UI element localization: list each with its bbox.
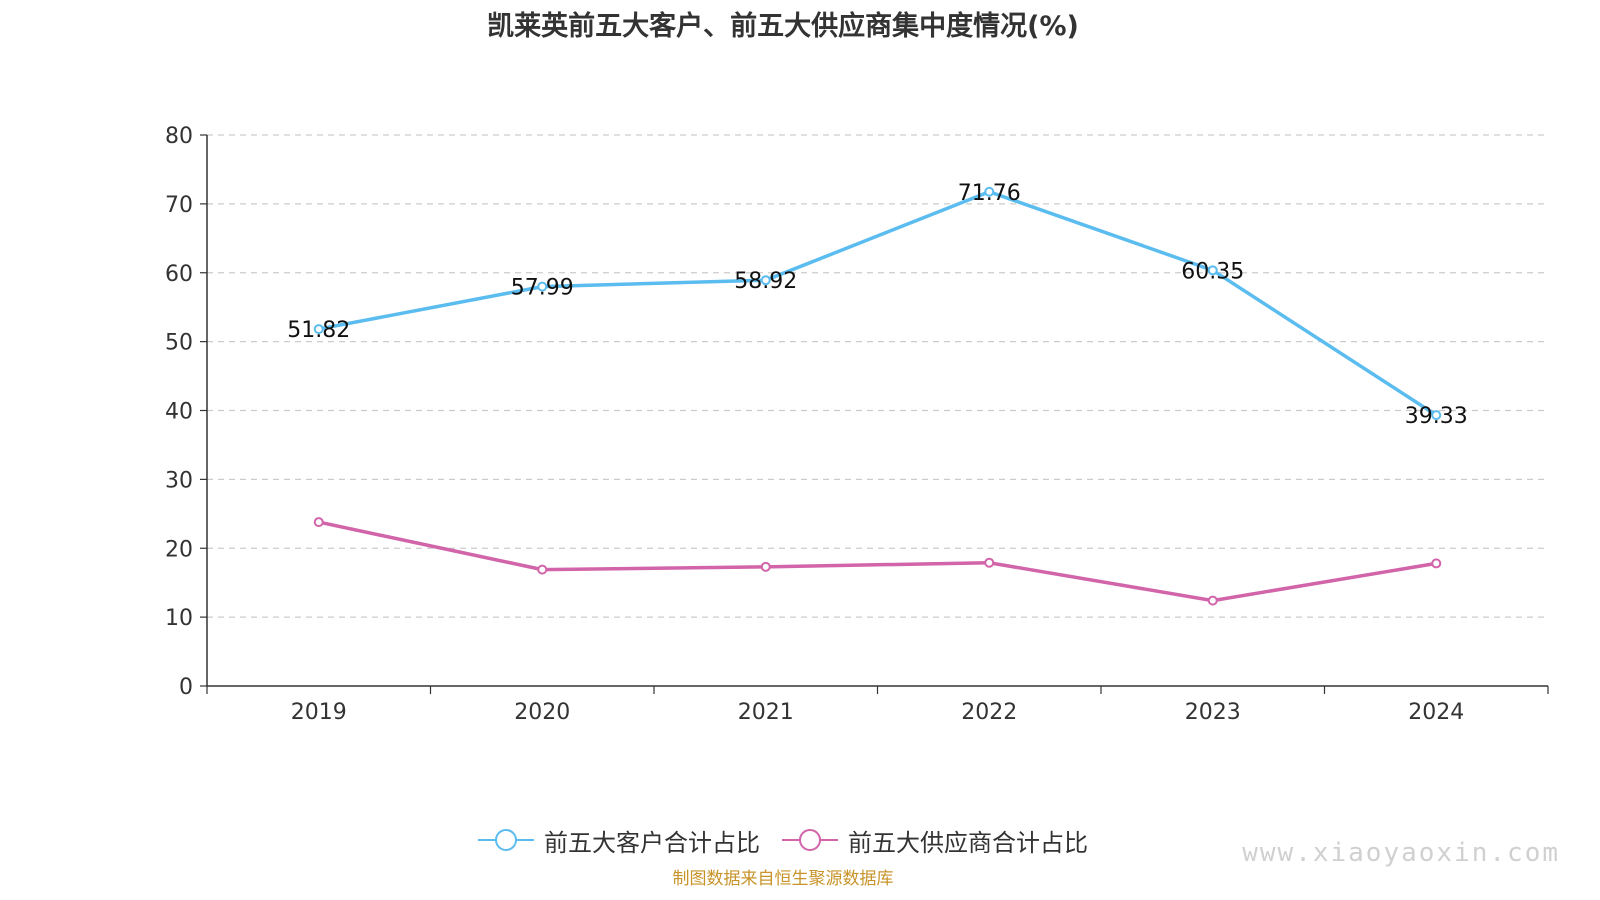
x-tick-label: 2021 [738,700,794,725]
data-label: 57.99 [511,276,574,301]
data-label: 60.35 [1181,259,1244,284]
data-point [313,517,324,528]
x-tick-label: 2024 [1408,700,1464,725]
legend: 前五大客户合计占比 前五大供应商合计占比 [0,820,1583,860]
data-point [984,186,995,197]
data-point [537,281,548,292]
data-point [1431,410,1442,421]
y-tick-label: 40 [165,400,193,425]
data-point [537,564,548,575]
y-tick-label: 80 [165,124,193,149]
y-tick-label: 50 [165,331,193,356]
x-tick-label: 2019 [291,700,347,725]
axes: 0 10 20 30 40 50 60 70 80 2019 2020 2021 2022 2023 202… [165,124,1549,725]
x-tick-label: 2020 [514,700,570,725]
y-tick-label: 20 [165,537,193,562]
source-note: 制图数据来自恒生聚源数据库 [672,869,894,889]
data-point [1207,595,1218,606]
x-tick-label: 2022 [961,700,1017,725]
data-label: 39.33 [1405,404,1468,429]
data-labels: 51.82 57.99 58.92 71.76 60.35 39.33 [287,181,1467,429]
series [313,186,1442,606]
y-tick-label: 70 [165,193,193,218]
data-point [760,561,771,572]
data-label: 51.82 [287,318,350,343]
x-tick-label: 2023 [1185,700,1241,725]
data-point [760,275,771,286]
series-line-1 [318,520,1437,603]
series-line-0 [318,190,1438,417]
data-point [1431,558,1442,569]
legend-item-customers[interactable]: 前五大客户合计占比 [478,823,760,858]
y-tick-label: 30 [165,468,193,493]
watermark: www.xiaoyaoxin.com [1242,838,1560,868]
legend-suppliers-label: 前五大供应商合计占比 [848,828,1088,857]
y-tick-label: 0 [179,675,193,700]
legend-suppliers-icon [782,829,838,851]
data-point [313,324,324,335]
data-label: 71.76 [958,181,1021,206]
grid-lines [207,134,1548,618]
y-tick-label: 10 [165,606,193,631]
data-label: 58.92 [734,269,797,294]
chart-title: 凯莱英前五大客户、前五大供应商集中度情况(%) [487,11,1079,42]
legend-customers-label: 前五大客户合计占比 [544,828,760,857]
data-point [984,557,995,568]
y-tick-label: 60 [165,262,193,287]
legend-customers-icon [478,829,534,851]
data-point [1207,265,1218,276]
legend-item-suppliers[interactable]: 前五大供应商合计占比 [782,823,1088,858]
